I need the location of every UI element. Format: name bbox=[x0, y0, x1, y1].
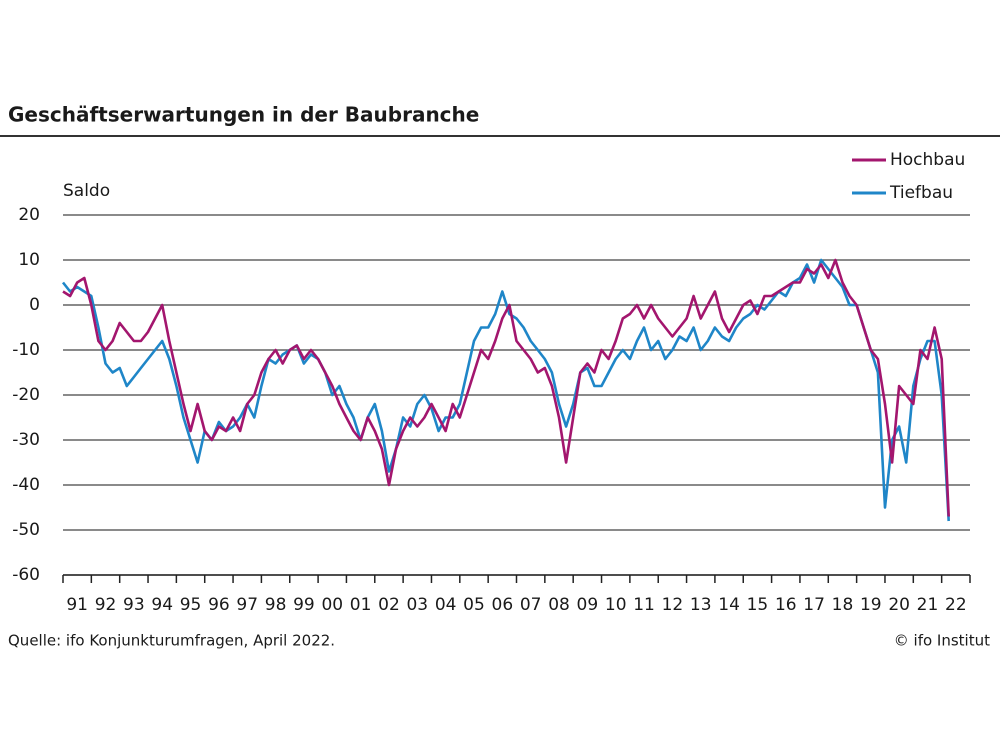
x-tick-label: 17 bbox=[803, 595, 825, 615]
y-tick-label: -60 bbox=[12, 565, 40, 585]
source: Quelle: ifo Konjunkturumfragen, April 20… bbox=[8, 632, 335, 650]
x-tick-label: 07 bbox=[520, 595, 542, 615]
x-tick-label: 97 bbox=[236, 595, 258, 615]
x-tick-label: 03 bbox=[406, 595, 428, 615]
y-tick-label: 20 bbox=[18, 205, 40, 225]
x-tick-label: 13 bbox=[690, 595, 712, 615]
x-tick-label: 01 bbox=[350, 595, 372, 615]
x-tick-label: 16 bbox=[775, 595, 797, 615]
x-tick-label: 94 bbox=[151, 595, 173, 615]
x-tick-label: 18 bbox=[832, 595, 854, 615]
legend-label: Tiefbau bbox=[889, 183, 953, 203]
x-tick-label: 99 bbox=[293, 595, 315, 615]
x-tick-label: 91 bbox=[66, 595, 88, 615]
line-series bbox=[61, 258, 950, 522]
y-axis-label: Saldo bbox=[63, 181, 110, 201]
line-series bbox=[62, 258, 950, 517]
x-tick-label: 98 bbox=[265, 595, 287, 615]
x-tick-label: 19 bbox=[860, 595, 882, 615]
x-tick-label: 02 bbox=[378, 595, 400, 615]
x-tick-label: 12 bbox=[662, 595, 684, 615]
x-tick-label: 00 bbox=[321, 595, 343, 615]
x-tick-label: 11 bbox=[633, 595, 655, 615]
x-tick-label: 06 bbox=[492, 595, 514, 615]
legend-label: Hochbau bbox=[890, 150, 965, 170]
credit: © ifo Institut bbox=[894, 632, 990, 650]
x-tick-label: 22 bbox=[945, 595, 967, 615]
y-tick-label: -30 bbox=[12, 430, 40, 450]
y-tick-label: 0 bbox=[29, 295, 40, 315]
y-tick-label: -50 bbox=[12, 520, 40, 540]
x-tick-label: 21 bbox=[917, 595, 939, 615]
y-tick-label: 10 bbox=[18, 250, 40, 270]
x-tick-label: 08 bbox=[548, 595, 570, 615]
x-tick-label: 14 bbox=[718, 595, 740, 615]
x-tick-label: 96 bbox=[208, 595, 230, 615]
chart-title: Geschäftserwartungen in der Baubranche bbox=[8, 103, 479, 127]
x-tick-label: 92 bbox=[95, 595, 117, 615]
x-tick-label: 05 bbox=[463, 595, 485, 615]
x-tick-label: 15 bbox=[747, 595, 769, 615]
y-tick-label: -40 bbox=[12, 475, 40, 495]
x-tick-label: 04 bbox=[435, 595, 457, 615]
x-tick-label: 93 bbox=[123, 595, 145, 615]
y-tick-label: -20 bbox=[12, 385, 40, 405]
x-tick-label: 09 bbox=[577, 595, 599, 615]
x-tick-label: 20 bbox=[888, 595, 910, 615]
x-tick-label: 10 bbox=[605, 595, 627, 615]
y-tick-label: -10 bbox=[12, 340, 40, 360]
x-tick-label: 95 bbox=[180, 595, 202, 615]
